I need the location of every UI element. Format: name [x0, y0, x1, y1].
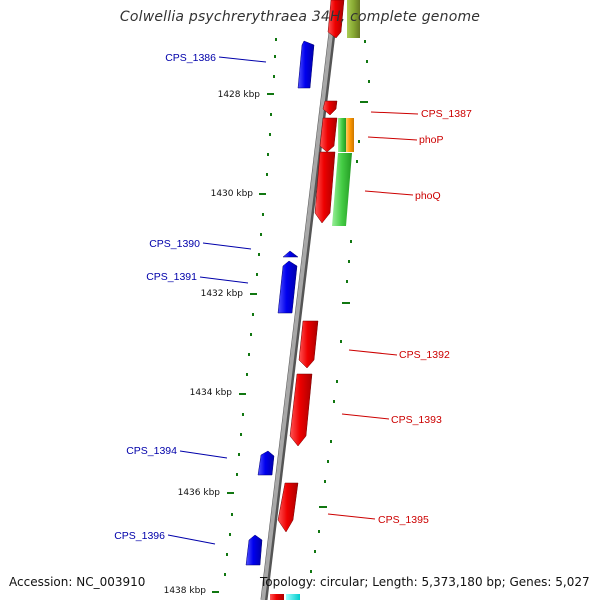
gene-phoP-orange[interactable] [346, 118, 354, 152]
genome-backbone [261, 0, 337, 600]
gene-CPS_1386[interactable] [297, 40, 315, 89]
major-ticks [212, 93, 368, 593]
gene-top-olive[interactable] [347, 0, 360, 38]
gene-labels: CPS_1386 CPS_1387 phoP phoQ CPS_1390 CPS… [114, 52, 472, 542]
label-CPS_1386[interactable]: CPS_1386 [165, 52, 216, 64]
genome-title: Colwellia psychrerythraea 34H, complete … [119, 9, 481, 25]
label-CPS_1395[interactable]: CPS_1395 [378, 514, 429, 526]
gene-top-forward[interactable] [327, 0, 345, 39]
reverse-strand-genes [245, 40, 315, 566]
label-leaders [167, 56, 419, 545]
label-CPS_1392[interactable]: CPS_1392 [399, 349, 450, 361]
genome-summary-text: Topology: circular; Length: 5,373,180 bp… [260, 575, 590, 589]
gene-CPS_1392[interactable] [298, 320, 319, 369]
label-CPS_1396[interactable]: CPS_1396 [114, 530, 165, 542]
gene-CPS_1394[interactable] [257, 450, 275, 476]
scale-label: 1438 kbp [164, 586, 207, 596]
scale-label: 1430 kbp [211, 189, 254, 199]
label-CPS_1390[interactable]: CPS_1390 [149, 238, 200, 250]
label-phoP[interactable]: phoP [419, 134, 444, 146]
gene-bottom-red[interactable] [270, 594, 284, 600]
gene-CPS_1395[interactable] [277, 482, 299, 533]
forward-strand-genes [270, 0, 360, 600]
scale-labels: 1428 kbp 1430 kbp 1432 kbp 1434 kbp 1436… [164, 90, 261, 596]
gene-CPS_1387[interactable] [322, 100, 338, 116]
gene-CPS_1391[interactable] [277, 260, 298, 314]
label-phoQ[interactable]: phoQ [415, 190, 441, 202]
scale-label: 1436 kbp [178, 488, 221, 498]
gene-phoP[interactable] [319, 117, 338, 153]
label-CPS_1394[interactable]: CPS_1394 [126, 445, 177, 457]
tick-track-right [310, 40, 370, 573]
label-CPS_1393[interactable]: CPS_1393 [391, 414, 442, 426]
tick-track-left [224, 38, 277, 576]
gene-CPS_1393[interactable] [289, 373, 313, 447]
label-CPS_1387[interactable]: CPS_1387 [421, 108, 472, 120]
scale-label: 1434 kbp [190, 388, 233, 398]
gene-CPS_1396[interactable] [245, 534, 263, 566]
scale-label: 1428 kbp [218, 90, 261, 100]
label-CPS_1391[interactable]: CPS_1391 [146, 271, 197, 283]
accession-text: Accession: NC_003910 [9, 575, 146, 589]
gene-phoQ-green[interactable] [332, 153, 352, 226]
gene-CPS_1390[interactable] [282, 250, 299, 258]
gene-phoQ[interactable] [314, 151, 336, 224]
gene-bottom-cyan[interactable] [286, 594, 300, 600]
scale-label: 1432 kbp [201, 289, 244, 299]
gene-phoP-green[interactable] [338, 118, 346, 152]
